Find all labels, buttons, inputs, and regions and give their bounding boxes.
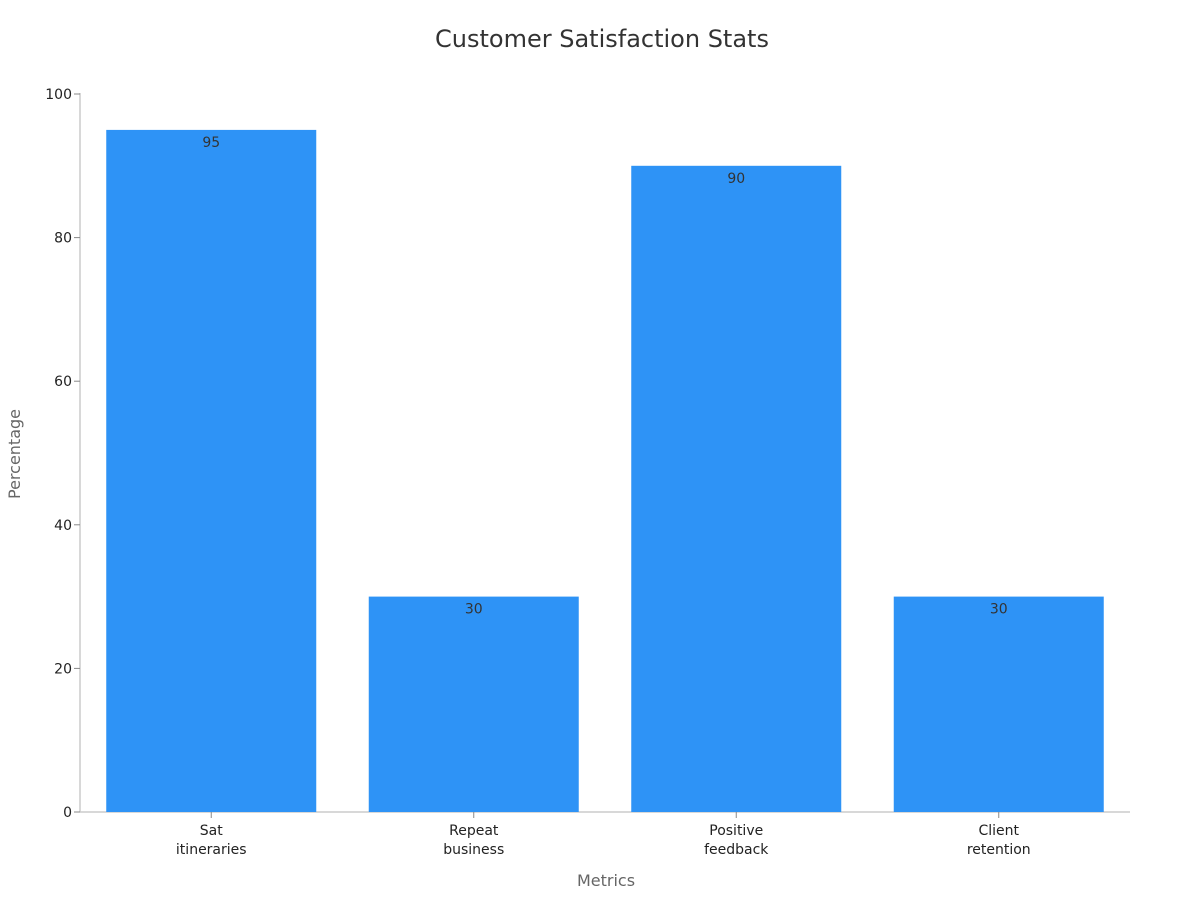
y-axis-ticks: 0 20 40 60 80 100 (45, 87, 80, 821)
y-tick-label: 40 (54, 518, 72, 534)
x-tick-label-line: Positive (709, 823, 763, 839)
x-tick-label-line: Repeat (449, 823, 499, 839)
y-tick-label: 100 (45, 87, 72, 103)
x-tick-label-line: feedback (704, 842, 769, 858)
y-tick-label: 80 (54, 231, 72, 247)
x-tick-label: Repeat business (443, 823, 504, 858)
x-tick-label: Client retention (967, 823, 1031, 858)
bar-value-label: 30 (990, 602, 1008, 618)
bar-value-label: 90 (727, 171, 745, 187)
x-tick-label-line: Sat (200, 823, 223, 839)
x-tick-label-line: Client (978, 823, 1019, 839)
x-tick-label-line: business (443, 842, 504, 858)
bar[interactable] (106, 129, 317, 812)
bars-group: 95 30 90 30 (106, 129, 1104, 813)
x-tick-label: Sat itineraries (176, 823, 247, 858)
bar[interactable] (368, 596, 579, 812)
y-tick-label: 60 (54, 374, 72, 390)
bar[interactable] (631, 165, 842, 813)
bar-value-label: 95 (202, 135, 220, 151)
chart-title: Customer Satisfaction Stats (435, 25, 769, 53)
bar[interactable] (893, 596, 1104, 812)
y-axis-title: Percentage (5, 409, 24, 499)
y-tick-label: 20 (54, 661, 72, 677)
x-tick-label-line: itineraries (176, 842, 247, 858)
x-tick-label-line: retention (967, 842, 1031, 858)
bar-value-label: 30 (465, 602, 483, 618)
x-axis-ticks: Sat itineraries Repeat business Positive feed… (176, 812, 1031, 858)
x-tick-label: Positive feedback (704, 823, 769, 858)
y-tick-label: 0 (63, 805, 72, 821)
x-axis-title: Metrics (577, 871, 635, 890)
